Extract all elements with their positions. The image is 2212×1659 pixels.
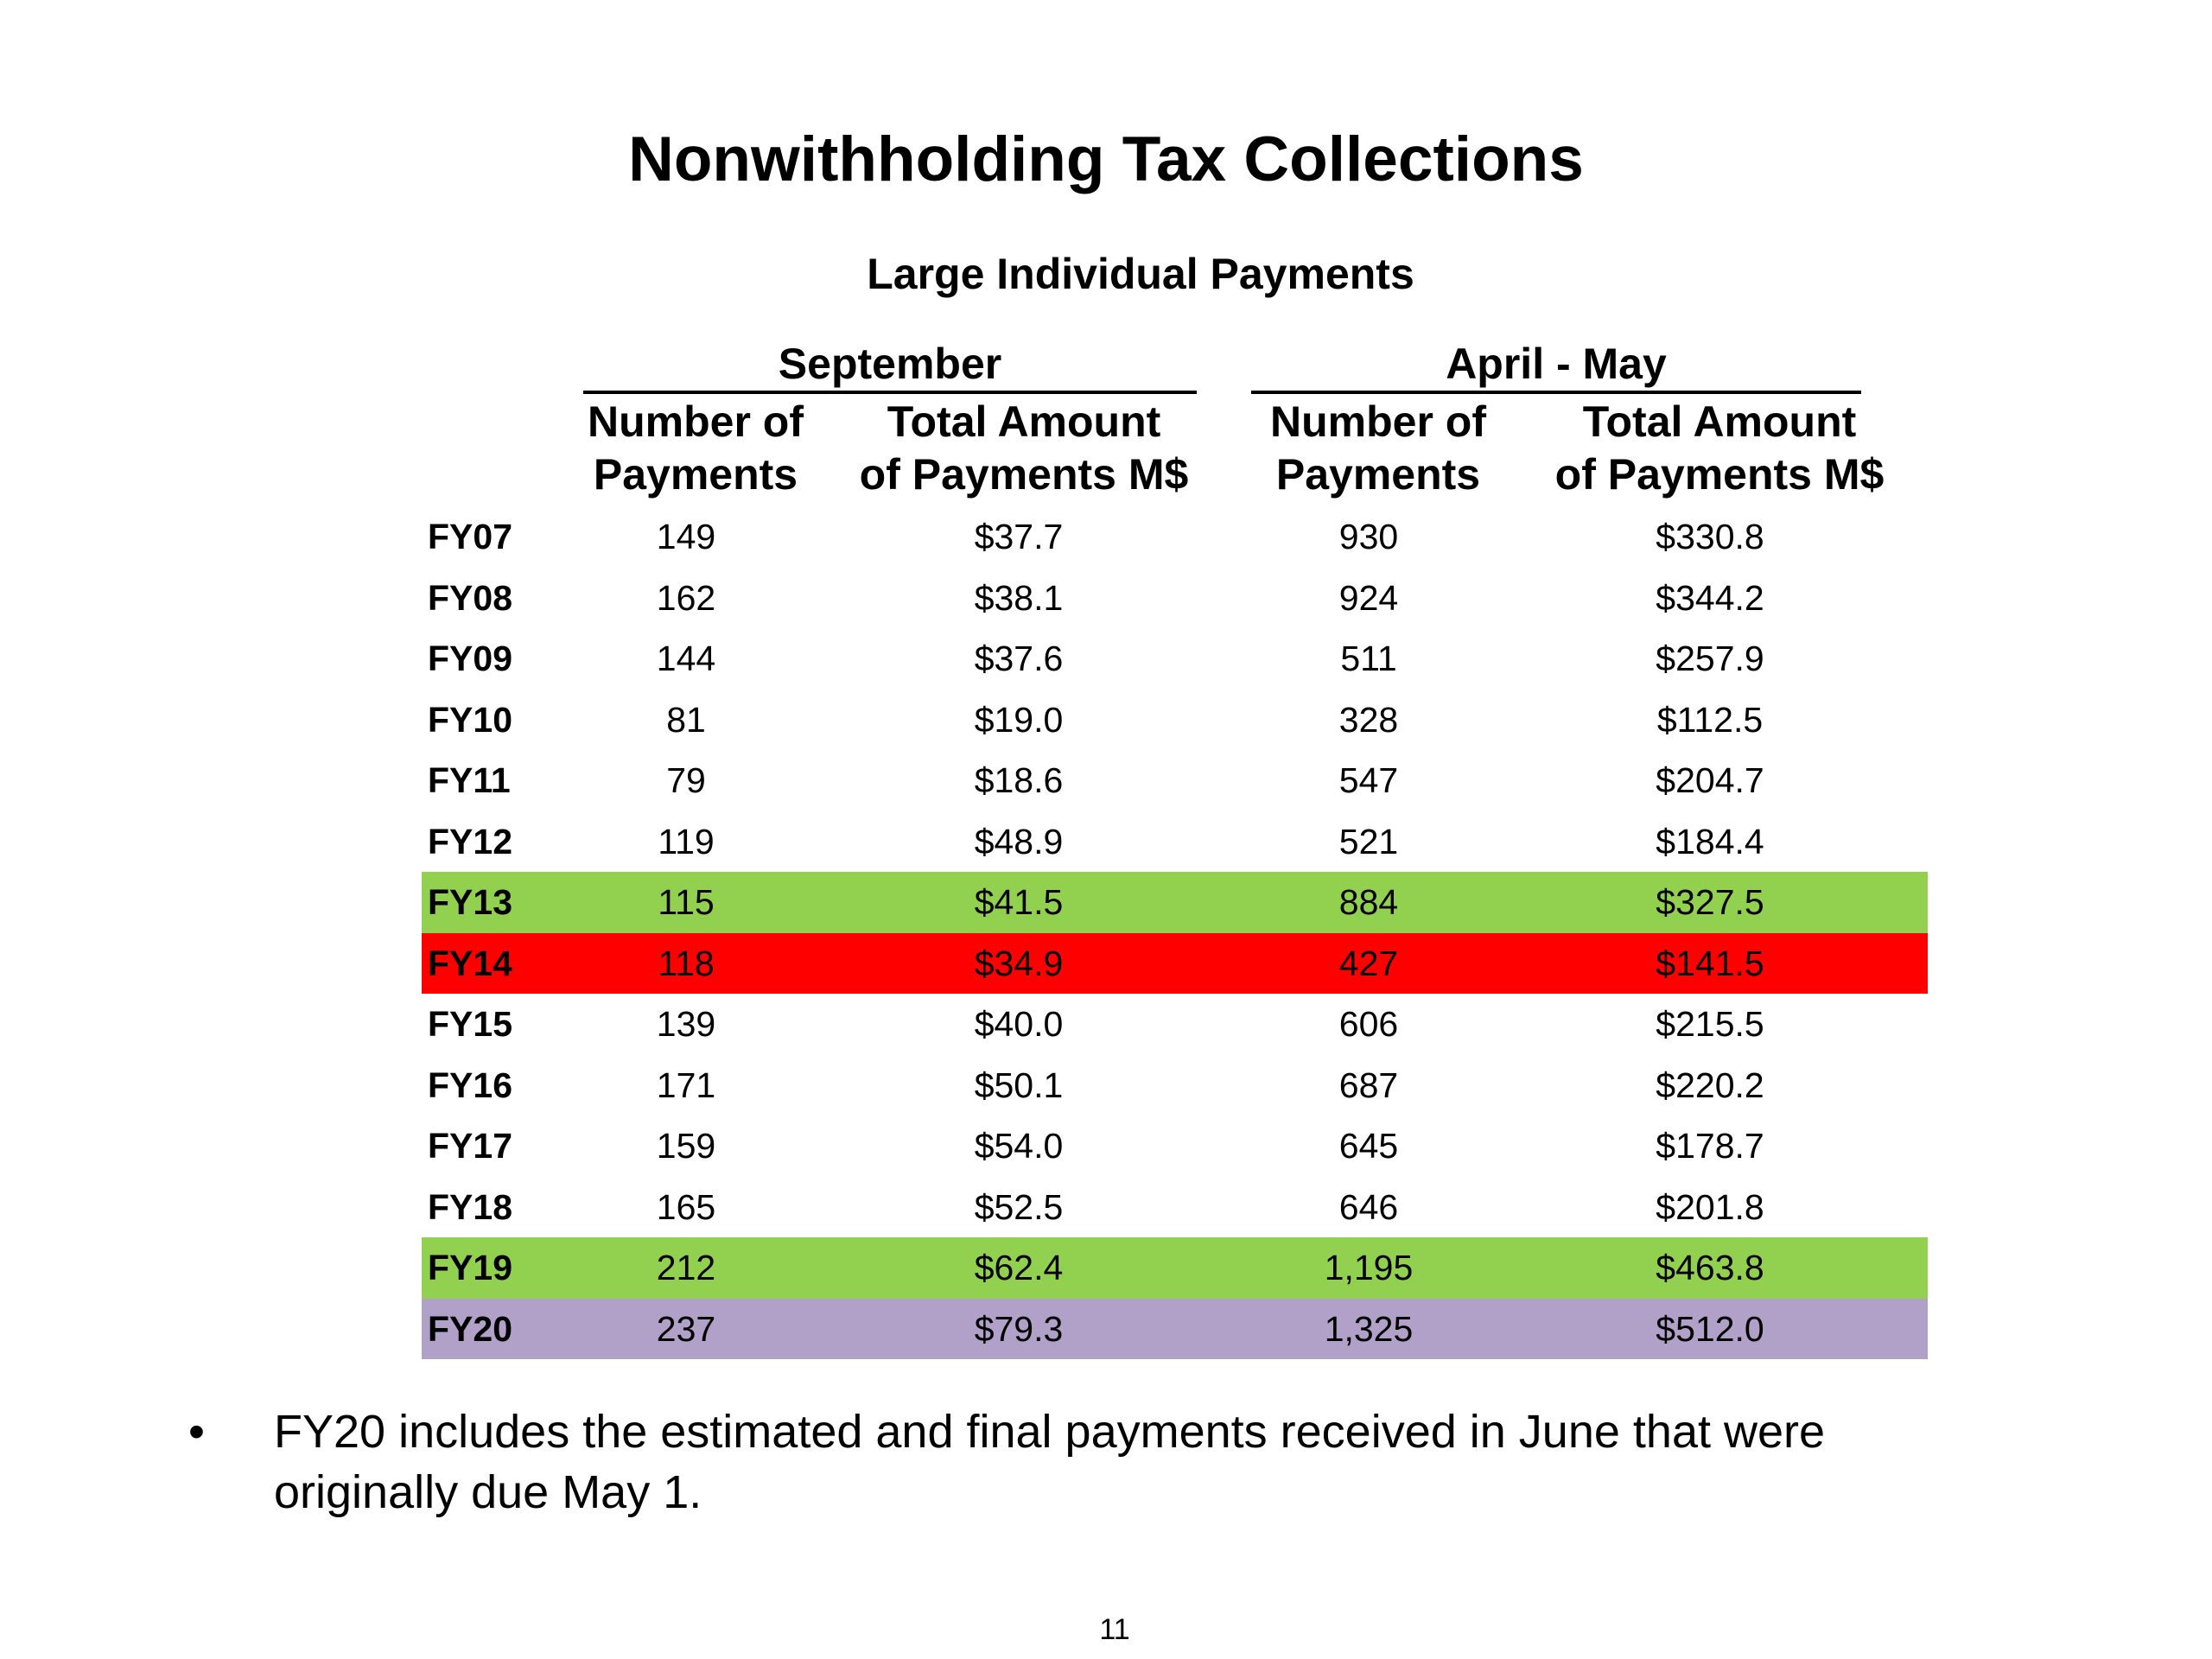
april-may-amount-cell: $141.5 bbox=[1656, 943, 1764, 983]
bullet-icon: • bbox=[188, 1406, 205, 1458]
column-header-september-amount: Total Amount of Payments M$ bbox=[859, 397, 1189, 499]
fiscal-year-cell: FY11 bbox=[428, 760, 511, 800]
september-amount-cell: $19.0 bbox=[974, 699, 1064, 740]
september-amount-cell: $40.0 bbox=[974, 1004, 1064, 1044]
page-number: 11 bbox=[1099, 1613, 1130, 1646]
april-may-amount-cell: $178.7 bbox=[1656, 1126, 1764, 1166]
table-row: FY13 115 $41.5 884 $327.5 bbox=[422, 872, 1928, 933]
september-number-cell: 171 bbox=[656, 1065, 716, 1105]
april-may-amount-cell: $463.8 bbox=[1656, 1248, 1764, 1287]
september-number-cell: 144 bbox=[656, 639, 716, 678]
group-header-april-may: April - May bbox=[1251, 337, 1861, 394]
fiscal-year-cell: FY20 bbox=[428, 1308, 512, 1349]
fiscal-year-cell: FY09 bbox=[428, 639, 512, 678]
april-may-amount-cell: $344.2 bbox=[1656, 577, 1764, 618]
fiscal-year-cell: FY10 bbox=[428, 699, 512, 740]
september-number-cell: 162 bbox=[656, 577, 716, 618]
april-may-number-cell: 930 bbox=[1338, 517, 1399, 556]
table-row: FY17 159 $54.0 645 $178.7 bbox=[422, 1116, 1928, 1177]
group-header-september: September bbox=[583, 337, 1197, 394]
september-number-cell: 79 bbox=[666, 760, 706, 800]
april-may-number-cell: 521 bbox=[1338, 821, 1399, 861]
september-number-cell: 212 bbox=[656, 1248, 716, 1287]
april-may-number-cell: 547 bbox=[1338, 760, 1399, 800]
april-may-amount-cell: $330.8 bbox=[1656, 517, 1764, 556]
september-amount-cell: $79.3 bbox=[974, 1308, 1064, 1349]
table-row: FY07 149 $37.7 930 $330.8 bbox=[422, 506, 1928, 568]
table-row: FY18 165 $52.5 646 $201.8 bbox=[422, 1177, 1928, 1238]
april-may-amount-cell: $112.5 bbox=[1656, 699, 1764, 740]
april-may-number-cell: 687 bbox=[1338, 1065, 1399, 1105]
september-number-cell: 165 bbox=[656, 1186, 716, 1227]
april-may-number-cell: 924 bbox=[1338, 577, 1399, 618]
column-header-april-may-amount: Total Amount of Payments M$ bbox=[1554, 397, 1885, 499]
april-may-number-cell: 511 bbox=[1340, 639, 1397, 678]
fiscal-year-cell: FY15 bbox=[428, 1004, 512, 1044]
april-may-number-cell: 884 bbox=[1338, 882, 1399, 922]
table-row: FY14 118 $34.9 427 $141.5 bbox=[422, 932, 1928, 994]
september-amount-cell: $41.5 bbox=[974, 882, 1064, 922]
table-row: FY16 171 $50.1 687 $220.2 bbox=[422, 1055, 1928, 1116]
april-may-amount-cell: $215.5 bbox=[1656, 1004, 1764, 1044]
april-may-number-cell: 606 bbox=[1338, 1004, 1399, 1044]
september-amount-cell: $37.7 bbox=[974, 517, 1064, 556]
september-number-cell: 81 bbox=[666, 699, 706, 740]
september-amount-cell: $18.6 bbox=[974, 760, 1064, 800]
table-row: FY08 162 $38.1 924 $344.2 bbox=[422, 568, 1928, 629]
april-may-number-cell: 646 bbox=[1338, 1186, 1399, 1227]
september-amount-cell: $37.6 bbox=[974, 639, 1064, 678]
column-header-september-number: Number of Payments bbox=[588, 397, 804, 499]
september-amount-cell: $52.5 bbox=[974, 1186, 1064, 1227]
september-amount-cell: $54.0 bbox=[974, 1126, 1064, 1166]
april-may-number-cell: 1,325 bbox=[1324, 1308, 1414, 1349]
april-may-number-cell: 1,195 bbox=[1324, 1248, 1414, 1287]
fiscal-year-cell: FY18 bbox=[428, 1186, 512, 1227]
table-row: FY09 144 $37.6 511 $257.9 bbox=[422, 628, 1928, 690]
september-number-cell: 118 bbox=[658, 943, 715, 983]
fiscal-year-cell: FY14 bbox=[428, 943, 512, 983]
september-number-cell: 119 bbox=[658, 821, 715, 861]
fiscal-year-cell: FY08 bbox=[428, 577, 512, 618]
april-may-number-cell: 427 bbox=[1338, 943, 1399, 983]
fiscal-year-cell: FY19 bbox=[428, 1248, 512, 1287]
table-row: FY20 237 $79.3 1,325 $512.0 bbox=[422, 1298, 1928, 1359]
table-title: Large Individual Payments bbox=[867, 250, 1414, 298]
september-amount-cell: $38.1 bbox=[974, 577, 1064, 618]
april-may-number-cell: 328 bbox=[1338, 699, 1399, 740]
column-header-april-may-number: Number of Payments bbox=[1270, 397, 1486, 499]
september-number-cell: 139 bbox=[656, 1004, 716, 1044]
april-may-amount-cell: $512.0 bbox=[1656, 1308, 1764, 1349]
fiscal-year-cell: FY12 bbox=[428, 821, 512, 861]
table-row: FY11 79 $18.6 547 $204.7 bbox=[422, 750, 1928, 811]
april-may-number-cell: 645 bbox=[1338, 1126, 1399, 1166]
september-amount-cell: $34.9 bbox=[974, 943, 1064, 983]
table-row: FY19 212 $62.4 1,195 $463.8 bbox=[422, 1237, 1928, 1299]
september-number-cell: 237 bbox=[656, 1308, 716, 1349]
page-title: Nonwithholding Tax Collections bbox=[628, 124, 1584, 194]
september-number-cell: 115 bbox=[658, 882, 715, 922]
april-may-amount-cell: $201.8 bbox=[1656, 1186, 1764, 1227]
april-may-amount-cell: $220.2 bbox=[1656, 1065, 1764, 1105]
fiscal-year-cell: FY07 bbox=[428, 517, 512, 556]
footnote-text: FY20 includes the estimated and final pa… bbox=[274, 1406, 1826, 1518]
september-amount-cell: $50.1 bbox=[974, 1065, 1064, 1105]
september-amount-cell: $62.4 bbox=[974, 1248, 1064, 1287]
april-may-amount-cell: $204.7 bbox=[1656, 760, 1764, 800]
fiscal-year-cell: FY17 bbox=[428, 1126, 512, 1166]
september-number-cell: 149 bbox=[656, 517, 716, 556]
fiscal-year-cell: FY16 bbox=[428, 1065, 512, 1105]
september-amount-cell: $48.9 bbox=[974, 821, 1064, 861]
april-may-amount-cell: $327.5 bbox=[1656, 882, 1764, 922]
september-number-cell: 159 bbox=[656, 1126, 716, 1166]
april-may-amount-cell: $257.9 bbox=[1656, 639, 1764, 678]
april-may-amount-cell: $184.4 bbox=[1656, 821, 1764, 861]
table-row: FY10 81 $19.0 328 $112.5 bbox=[422, 690, 1928, 751]
fiscal-year-cell: FY13 bbox=[428, 882, 512, 922]
data-table-body: FY07 149 $37.7 930 $330.8 FY08 162 $38.1 924 $344… bbox=[422, 506, 1928, 1359]
table-row: FY15 139 $40.0 606 $215.5 bbox=[422, 994, 1928, 1055]
table-row: FY12 119 $48.9 521 $184.4 bbox=[422, 811, 1928, 873]
